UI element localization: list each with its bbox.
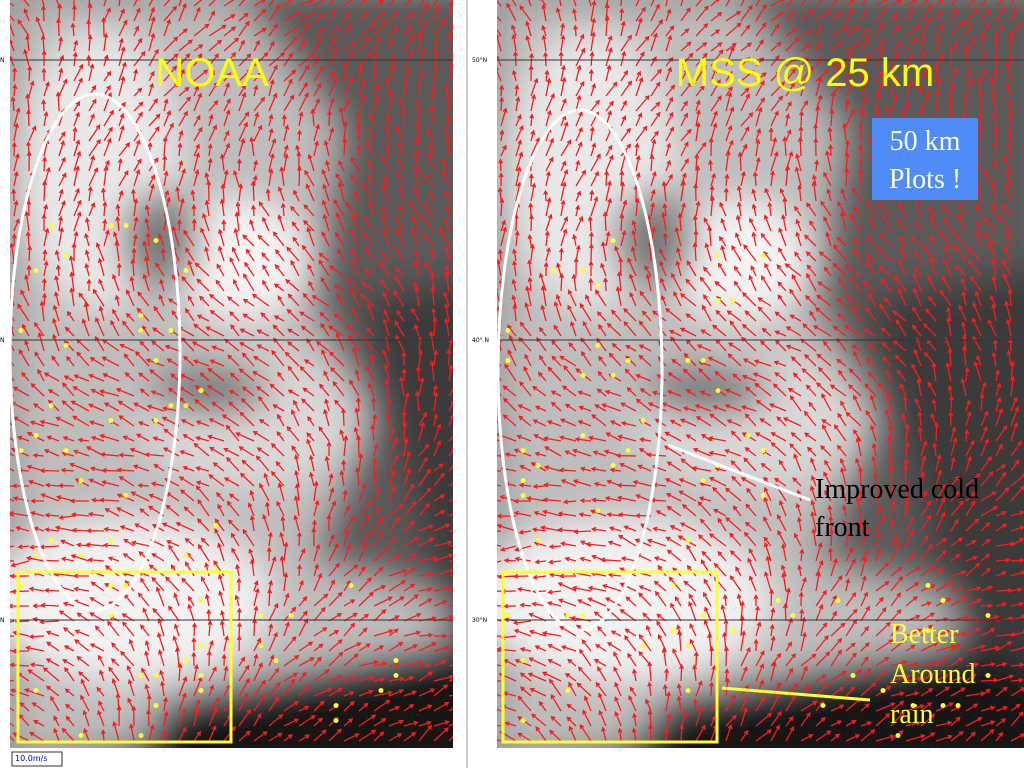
highlight-box [16, 570, 233, 744]
callout-line [721, 686, 871, 702]
annotation: rain [890, 699, 934, 730]
satellite-image [497, 0, 1024, 748]
note-text: Plots ! [889, 164, 961, 195]
wind-arrows [10, 0, 453, 742]
annotation: Around [890, 659, 976, 690]
satellite-image [10, 0, 453, 748]
callout-line [667, 443, 811, 502]
scale-box [11, 751, 63, 767]
panel-title: MSS @ 25 km [676, 51, 934, 95]
lat-label: 50°N [472, 57, 487, 64]
highlight-ellipse [8, 92, 182, 612]
lat-label: N [0, 337, 5, 344]
note-text: 50 km [890, 126, 961, 157]
lat-label: N [0, 617, 5, 624]
annotation: Better [890, 619, 959, 650]
annotation: Improved cold [815, 474, 979, 505]
note-box [872, 118, 978, 200]
latitude-lines [10, 59, 1024, 621]
lat-label: 30°N [472, 617, 487, 624]
panel-title: NOAA [155, 51, 269, 95]
scale-label: 10.0m/s [15, 754, 47, 763]
annotation: front [815, 512, 870, 543]
lat-label: N [0, 57, 5, 64]
lat-label: 40° N [472, 337, 489, 344]
highlight-ellipse [496, 108, 664, 632]
highlight-box [501, 570, 719, 744]
